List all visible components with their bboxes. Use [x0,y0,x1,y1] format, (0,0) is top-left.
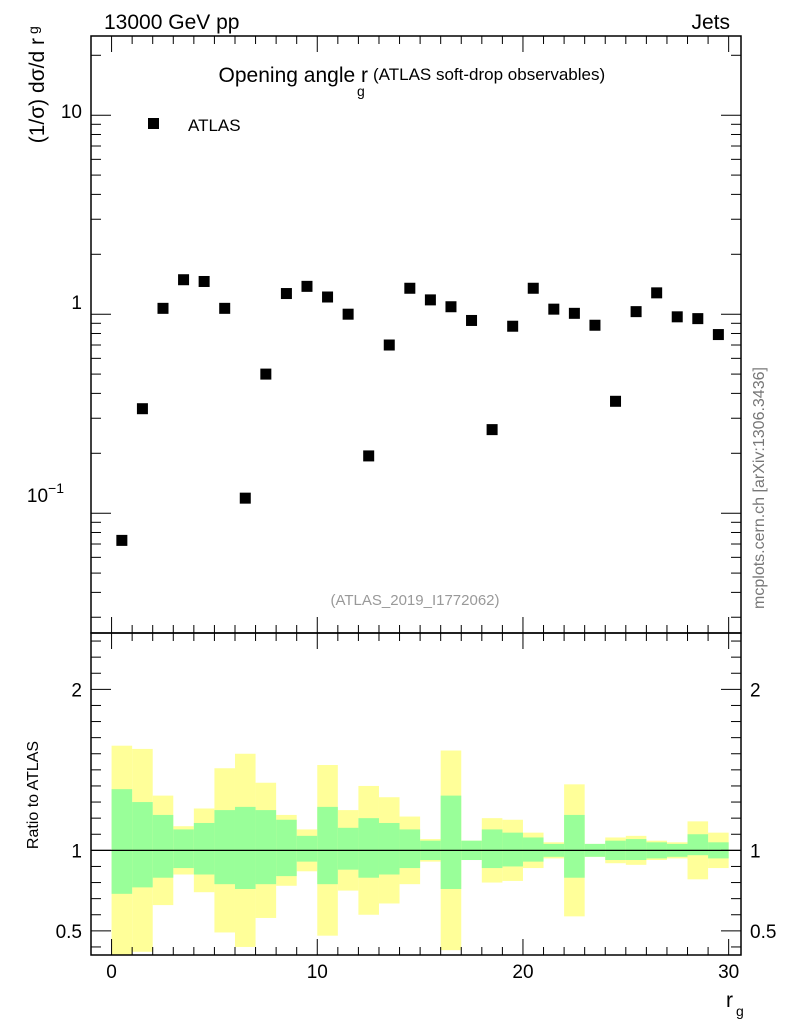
stat-band-bin [399,829,421,869]
ytick-label-0.1-exp: −1 [48,480,64,496]
stat-band-bin [564,814,585,878]
stat-band-bin [296,835,318,862]
data-point [651,287,663,299]
main-ylabel-sub: g [25,26,41,34]
stat-band-bin [687,834,709,856]
xtick-label: 30 [718,962,739,983]
ratio-ticks [90,633,741,955]
data-point [507,320,519,332]
ratio-ytick-labels: 0.5 0.5 1 1 2 2 [56,680,777,943]
data-point [136,403,148,415]
ratio-ylabel: Ratio to ATLAS [25,741,42,849]
data-point [671,311,683,323]
ratio-panel: 0.5 0.5 1 1 2 2 0 10 20 30 Ratio to ATLAS r g [25,632,777,1019]
ratio-frame [90,632,742,956]
stat-band-bin [481,829,503,869]
stat-band-bin [152,814,174,878]
data-point [116,534,128,546]
plot-title: Opening angle r [219,64,368,87]
stat-band-bin [358,818,379,878]
main-panel: 10 1 10−1 (1/σ) dσ/d r g Opening angle r… [25,26,742,634]
stat-band-bin [378,822,400,875]
data-point [692,313,704,325]
side-label: mcplots.cern.ch [arXiv:1306.3436] [751,367,768,609]
stat-band-bin [193,822,215,875]
xlabel-sub: g [736,1003,744,1019]
stat-band-bin [214,810,235,885]
ytick-label-10: 10 [61,102,82,123]
data-point [178,274,190,286]
data-point [630,306,642,318]
ratio-ytick-label-right: 1 [750,841,761,862]
data-point [363,450,375,462]
ratio-ytick-label-right: 0.5 [750,922,776,943]
xlabel-main: r [726,989,733,1012]
data-points [116,274,724,546]
main-ylabel-text: (1/σ) dσ/d r [26,38,49,143]
plot-title-sub: g [357,83,365,99]
ratio-ytick-label: 0.5 [56,922,82,943]
ratio-ytick-label: 2 [71,680,82,701]
ratio-ytick-label-right: 2 [750,680,761,701]
stat-band-bin [337,827,359,870]
main-ylabel: (1/σ) dσ/d r g [25,26,49,143]
ytick-label-0.1: 10−1 [27,480,64,507]
stat-band-bin [132,802,153,888]
stat-band-bin [276,819,297,877]
stat-band-bin [625,839,647,861]
data-point [712,329,724,341]
ytick-label-1: 1 [71,293,82,314]
plot-title-extra: (ATLAS soft-drop observables) [373,65,605,84]
data-point [239,492,251,504]
xtick-label: 0 [106,962,117,983]
data-point [466,314,478,326]
stat-band-bin [317,806,338,885]
ratio-ytick-label: 1 [71,841,82,862]
legend-marker [148,118,159,129]
analysis-id: (ATLAS_2019_I1772062) [330,592,499,609]
data-point [280,288,292,300]
data-point [301,280,313,292]
data-point [610,395,622,407]
stat-band-bin [522,837,544,862]
main-ylabel-main: (1/σ) dσ/d r [26,38,49,143]
stat-band-bin [255,810,277,885]
data-point [568,307,580,319]
main-ticks [90,36,741,633]
process-label: Jets [691,11,730,34]
data-point [342,308,354,320]
data-point [486,424,498,436]
data-point [404,282,416,294]
stat-band-bin [440,795,462,889]
xtick-labels: 0 10 20 30 [106,962,739,983]
xtick-label: 10 [307,962,328,983]
data-point [527,282,539,294]
data-point [383,339,395,351]
stat-band-bin [234,806,256,889]
energy-label: 13000 GeV pp [104,11,239,34]
data-point [157,302,169,314]
legend-label: ATLAS [188,116,241,135]
stat-band-bin [173,829,194,869]
data-point [322,291,334,303]
data-point [424,294,436,306]
data-point [198,275,210,287]
data-point [219,302,231,314]
data-point [589,319,601,331]
stat-band [111,789,729,894]
data-point [445,301,457,313]
ytick-label-0.1-base: 10 [27,486,48,507]
stat-band-bin [111,789,133,894]
data-point [548,303,560,315]
stat-band-bin [502,832,523,867]
data-point [260,368,272,380]
xtick-label: 20 [512,962,533,983]
